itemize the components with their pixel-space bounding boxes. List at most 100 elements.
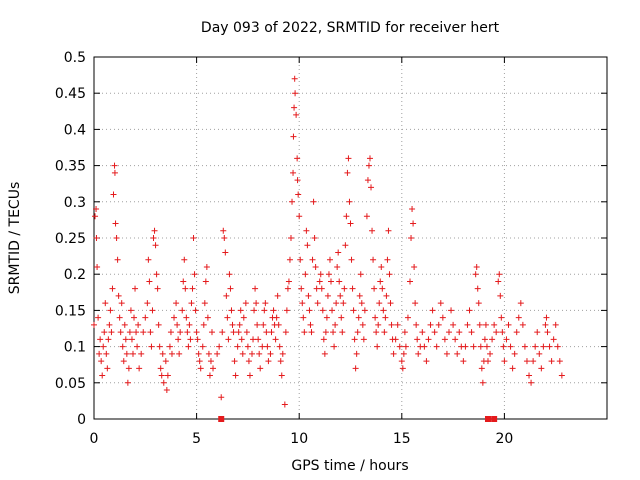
- data-point: [484, 358, 491, 365]
- grid-lines: [94, 57, 607, 419]
- data-point: [183, 314, 190, 321]
- data-point: [556, 358, 563, 365]
- data-point: [285, 278, 292, 285]
- data-point: [534, 329, 541, 336]
- data-point: [135, 321, 142, 328]
- data-point: [103, 350, 110, 357]
- data-point: [113, 235, 120, 241]
- data-point: [196, 358, 203, 365]
- data-point: [443, 350, 450, 357]
- data-point: [306, 307, 313, 314]
- data-point: [126, 329, 133, 336]
- data-point: [131, 314, 138, 321]
- y-tick-label: 0.5: [64, 50, 86, 66]
- y-tick-label: 0.25: [55, 231, 86, 247]
- data-point: [168, 350, 175, 357]
- data-point: [190, 235, 197, 241]
- data-point: [118, 300, 125, 307]
- data-point: [310, 198, 317, 205]
- y-axis-label: SRMTID / TECUs: [7, 182, 23, 295]
- data-point: [319, 307, 326, 314]
- data-point: [119, 343, 126, 350]
- data-point: [104, 365, 111, 372]
- data-point: [283, 307, 290, 314]
- data-point: [282, 329, 289, 336]
- data-point: [435, 321, 442, 328]
- data-point: [302, 271, 309, 278]
- data-point: [279, 350, 286, 357]
- data-point: [243, 329, 250, 336]
- data-point: [369, 227, 376, 234]
- data-point: [433, 343, 440, 350]
- data-point: [267, 350, 274, 357]
- data-point: [227, 285, 234, 292]
- data-point: [394, 321, 401, 328]
- data-point: [414, 336, 421, 343]
- data-point: [132, 285, 139, 292]
- data-point: [272, 336, 279, 343]
- data-point: [336, 278, 343, 285]
- data-point: [164, 372, 171, 379]
- x-axis-label: GPS time / hours: [291, 458, 408, 474]
- data-point: [114, 256, 121, 263]
- data-point: [144, 300, 151, 307]
- y-tick-label: 0.35: [55, 159, 86, 175]
- data-point: [526, 372, 533, 379]
- data-point: [338, 314, 345, 321]
- data-point: [304, 242, 311, 249]
- data-point: [300, 314, 307, 321]
- data-point: [294, 155, 301, 162]
- data-point: [375, 321, 382, 328]
- y-tick-label: 0.15: [55, 303, 86, 319]
- data-point: [239, 350, 246, 357]
- data-point: [111, 169, 118, 176]
- data-point: [303, 227, 310, 234]
- y-tick-label: 0.3: [64, 195, 86, 211]
- data-point: [532, 343, 539, 350]
- data-point: [260, 321, 267, 328]
- data-point: [195, 350, 202, 357]
- data-point: [153, 271, 160, 278]
- data-point: [257, 365, 264, 372]
- data-point: [402, 343, 409, 350]
- data-point: [476, 321, 483, 328]
- data-point: [341, 285, 348, 292]
- data-point: [330, 329, 337, 336]
- data-point: [345, 155, 352, 162]
- data-point: [348, 256, 355, 263]
- data-point: [505, 321, 512, 328]
- data-point: [360, 336, 367, 343]
- data-point: [237, 307, 244, 314]
- data-point: [349, 285, 356, 292]
- data-point: [225, 336, 232, 343]
- data-point: [108, 329, 115, 336]
- data-point: [325, 271, 332, 278]
- data-point: [251, 307, 258, 314]
- data-point: [221, 235, 228, 241]
- data-point: [413, 321, 420, 328]
- data-point: [381, 329, 388, 336]
- data-point: [437, 300, 444, 307]
- data-point: [157, 365, 164, 372]
- data-point: [411, 263, 418, 270]
- data-point: [252, 285, 259, 292]
- y-tick-label: 0: [77, 412, 86, 428]
- axis-ticks: 0 0.05 0.1 0.15 0.2 0.25 0.3 0.35 0.4 0.45 0.5 0 5 10…: [55, 50, 607, 447]
- data-point: [176, 350, 183, 357]
- data-point: [466, 307, 473, 314]
- data-point: [138, 350, 145, 357]
- data-point: [328, 278, 335, 285]
- data-point: [255, 336, 262, 343]
- data-point: [331, 343, 338, 350]
- data-point: [487, 350, 494, 357]
- data-point: [276, 343, 283, 350]
- data-point: [95, 314, 102, 321]
- data-point: [497, 292, 504, 299]
- data-point: [290, 169, 297, 176]
- data-point: [182, 285, 189, 292]
- data-point: [335, 249, 342, 256]
- data-point: [216, 343, 223, 350]
- data-point: [125, 365, 132, 372]
- data-point: [249, 350, 256, 357]
